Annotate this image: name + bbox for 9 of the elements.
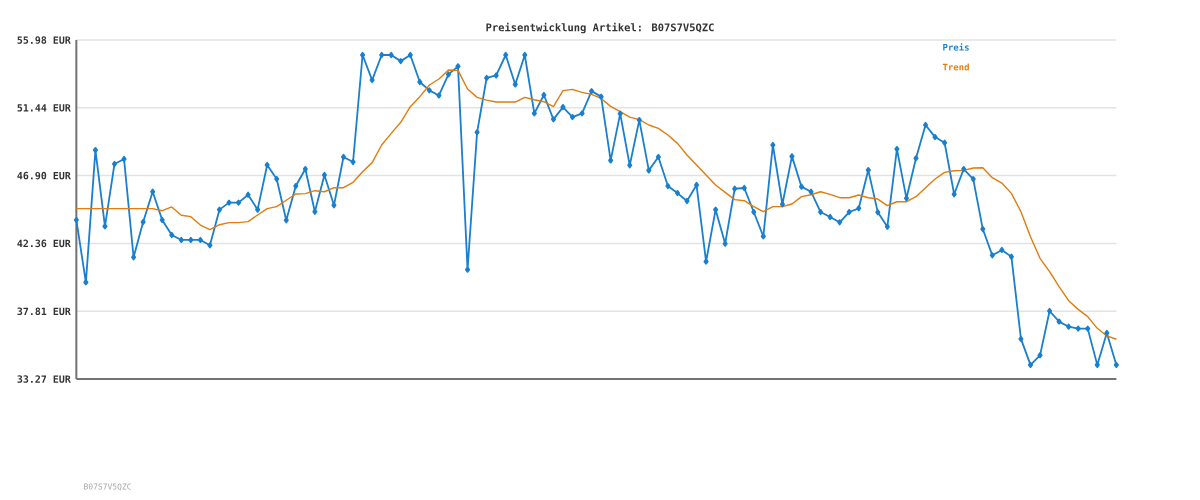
y-tick-label: 33.27 EUR (17, 375, 71, 383)
y-tick-label: 37.81 EUR (17, 307, 71, 316)
text: Preis (943, 43, 969, 51)
text: Trend (942, 63, 969, 71)
y-tick-label: 55.98 EUR (17, 36, 71, 44)
y-tick-label: 46.90 EUR (17, 171, 71, 180)
y-tick-label: 51.44 EUR (17, 104, 71, 112)
y-tick-label: 42.36 EUR (17, 239, 71, 248)
chart-title: Preisentwicklung Artikel: B07S7V5QZC (486, 22, 714, 34)
